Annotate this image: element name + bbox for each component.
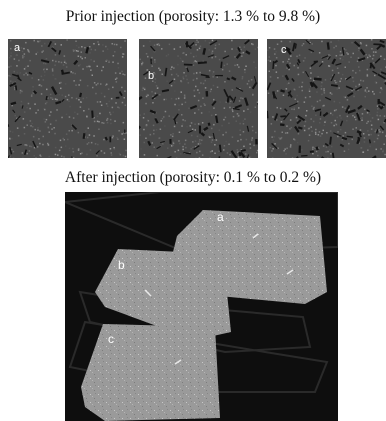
sample-b bbox=[95, 249, 231, 340]
inclusion bbox=[252, 233, 259, 239]
holder-outline-a bbox=[65, 192, 338, 254]
sample-label-b: b bbox=[118, 258, 125, 272]
sample-label-a: a bbox=[217, 210, 224, 224]
caption-after-injection: After injection (porosity: 0.1 % to 0.2 … bbox=[64, 169, 322, 186]
panel-label-c: c bbox=[281, 44, 287, 56]
inclusion bbox=[174, 359, 182, 365]
micrograph-before-c: c bbox=[267, 39, 386, 158]
porosity-texture-b bbox=[139, 39, 258, 158]
micrograph-before-b: b bbox=[139, 39, 258, 158]
panel-label-b: b bbox=[148, 70, 155, 82]
sample-c bbox=[81, 324, 220, 421]
ct-scan-after-injection: a b c bbox=[65, 192, 338, 421]
caption-before-injection: Prior injection (porosity: 1.3 % to 9.8 … bbox=[65, 8, 321, 25]
micrograph-before-a: a bbox=[8, 39, 127, 158]
panel-label-a: a bbox=[14, 42, 21, 54]
sample-label-c: c bbox=[108, 332, 114, 346]
porosity-texture-c bbox=[267, 39, 386, 158]
inclusion bbox=[286, 269, 294, 275]
ct-scan-image bbox=[65, 192, 338, 421]
inclusion bbox=[144, 289, 152, 297]
porosity-texture-a bbox=[8, 39, 127, 158]
